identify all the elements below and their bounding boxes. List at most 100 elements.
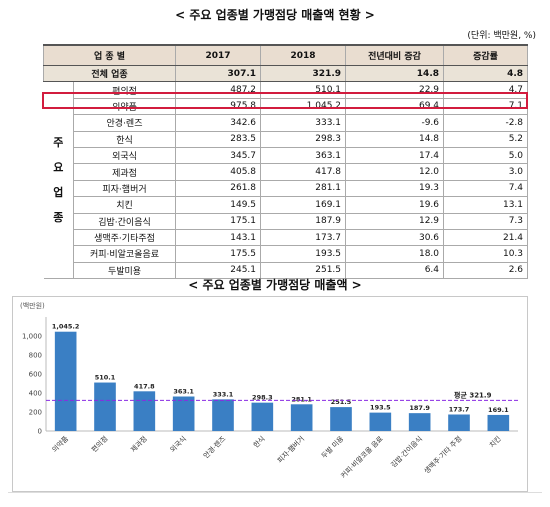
chart-frame <box>12 296 528 492</box>
cell-name: 피자·햄버거 <box>72 179 177 198</box>
table-row: 치킨 149.5 169.1 19.6 13.1 <box>44 196 529 214</box>
cell-y2017: 345.7 <box>175 146 262 165</box>
cell-y2017: 342.6 <box>175 114 262 132</box>
cell-name: 생맥주·기타주점 <box>72 228 177 247</box>
total-2018: 321.9 <box>260 64 347 83</box>
bar <box>172 396 195 431</box>
data-label: 363.1 <box>173 388 194 396</box>
cell-yoy: 12.0 <box>345 163 445 181</box>
cell-y2018: 187.9 <box>260 212 347 230</box>
table-row: 안경·렌즈 342.6 333.1 -9.6 -2.8 <box>44 114 529 132</box>
cell-y2018: 193.5 <box>260 245 347 263</box>
table-row: 외국식 345.7 363.1 17.4 5.0 <box>44 146 529 165</box>
cell-yoy: 19.3 <box>345 179 445 198</box>
x-tick-label: 외국식 <box>168 434 188 454</box>
cell-yoy: 30.6 <box>345 228 445 247</box>
data-label: 510.1 <box>95 374 116 382</box>
chart-title: < 주요 업종별 가맹점당 매출액 > <box>188 278 362 292</box>
total-2017: 307.1 <box>175 64 262 83</box>
bar <box>487 414 510 431</box>
data-label: 1,045.2 <box>52 323 80 331</box>
bar <box>133 391 156 431</box>
data-label: 169.1 <box>488 406 509 414</box>
cell-y2018: 363.1 <box>260 146 347 165</box>
y-tick-label: 200 <box>29 409 42 417</box>
total-rate: 4.8 <box>443 64 529 83</box>
cell-name: 제과점 <box>72 163 177 181</box>
x-tick-label: 치킨 <box>487 434 502 449</box>
header-2018: 2018 <box>260 44 347 66</box>
cell-y2017: 405.8 <box>175 163 262 181</box>
x-tick-label: 생맥주·기타 주점 <box>422 434 463 475</box>
cell-y2018: 417.8 <box>260 163 347 181</box>
bar <box>408 413 431 431</box>
header-yoy: 전년대비 증감 <box>345 44 445 66</box>
bar <box>212 399 234 431</box>
sales-table: 업 종 별 2017 2018 전년대비 증감 증감률 전체 업종 307.1 … <box>42 44 529 280</box>
average-label: 평균 321.9 <box>454 390 492 399</box>
header-rate: 증감률 <box>443 44 529 66</box>
bar <box>251 402 274 431</box>
side-label-char: 업 <box>53 186 64 200</box>
cell-rate: 5.0 <box>443 146 529 165</box>
table-row: 주 요 업 종 편의점 487.2 510.1 22.9 4.7 <box>43 81 529 280</box>
data-label: 251.5 <box>331 398 352 406</box>
data-label: 173.7 <box>449 405 470 413</box>
header-category: 업 종 별 <box>42 44 177 66</box>
highlight-box <box>42 92 528 109</box>
cell-rate: 10.3 <box>443 245 529 263</box>
cell-yoy: -9.6 <box>345 114 445 132</box>
cell-name: 안경·렌즈 <box>72 114 177 132</box>
x-tick-label: 피자·햄버거 <box>275 434 306 465</box>
y-tick-label: 0 <box>38 428 42 436</box>
divider <box>8 492 542 493</box>
total-name: 전체 업종 <box>42 64 177 83</box>
unit-label: (단위: 백만원, %) <box>467 31 536 41</box>
y-tick-label: 1,000 <box>22 333 42 341</box>
cell-y2017: 175.1 <box>175 212 262 230</box>
table-row: 두발미용 245.1 251.5 6.4 2.6 <box>44 261 529 280</box>
cell-yoy: 18.0 <box>345 245 445 263</box>
x-tick-label: 한식 <box>251 434 266 449</box>
cell-yoy: 14.8 <box>345 130 445 148</box>
cell-y2017: 283.5 <box>175 130 262 148</box>
data-label: 417.8 <box>134 382 155 390</box>
cell-y2017: 175.5 <box>175 245 262 263</box>
cell-name: 김밥·간이음식 <box>72 212 177 230</box>
x-tick-label: 두발 미용 <box>319 434 346 461</box>
side-label-char: 종 <box>53 211 64 225</box>
table-row: 피자·햄버거 261.8 281.1 19.3 7.4 <box>44 179 529 198</box>
table-row: 김밥·간이음식 175.1 187.9 12.9 7.3 <box>44 212 529 230</box>
data-label: 333.1 <box>213 390 234 398</box>
cell-y2018: 173.7 <box>260 228 347 247</box>
bar <box>54 331 77 431</box>
bar <box>290 404 313 431</box>
table-row: 생맥주·기타주점 143.1 173.7 30.6 21.4 <box>44 228 529 247</box>
table-header-row: 업 종 별 2017 2018 전년대비 증감 증감률 <box>42 44 529 66</box>
data-label: 281.1 <box>291 395 312 403</box>
data-label: 187.9 <box>409 404 430 412</box>
table-row: 한식 283.5 298.3 14.8 5.2 <box>44 130 529 148</box>
y-tick-label: 600 <box>29 371 42 379</box>
cell-yoy: 19.6 <box>345 196 445 214</box>
cell-y2017: 149.5 <box>175 196 262 214</box>
x-tick-label: 안경·렌즈 <box>201 434 228 461</box>
x-tick-label: 편의점 <box>89 434 109 454</box>
data-label: 298.3 <box>252 394 273 402</box>
cell-y2017: 261.8 <box>175 179 262 198</box>
y-tick-label: 400 <box>29 390 42 398</box>
side-label-char: 요 <box>53 161 64 175</box>
bar <box>369 412 392 431</box>
cell-y2018: 169.1 <box>260 196 347 214</box>
bar-chart: (백만원) 0 200 400 600 800 1,000 1,045.2 의약품 510.1 편의… <box>20 301 518 480</box>
data-label: 193.5 <box>370 404 391 412</box>
x-tick-label: 김밥·간이음식 <box>389 434 424 469</box>
table-row-total: 전체 업종 307.1 321.9 14.8 4.8 <box>42 64 529 83</box>
total-yoy: 14.8 <box>345 64 445 83</box>
cell-y2018: 333.1 <box>260 114 347 132</box>
cell-name: 치킨 <box>72 196 177 214</box>
cell-name: 두발미용 <box>72 261 177 280</box>
x-tick-label: 제과점 <box>129 434 149 454</box>
cell-yoy: 17.4 <box>345 146 445 165</box>
